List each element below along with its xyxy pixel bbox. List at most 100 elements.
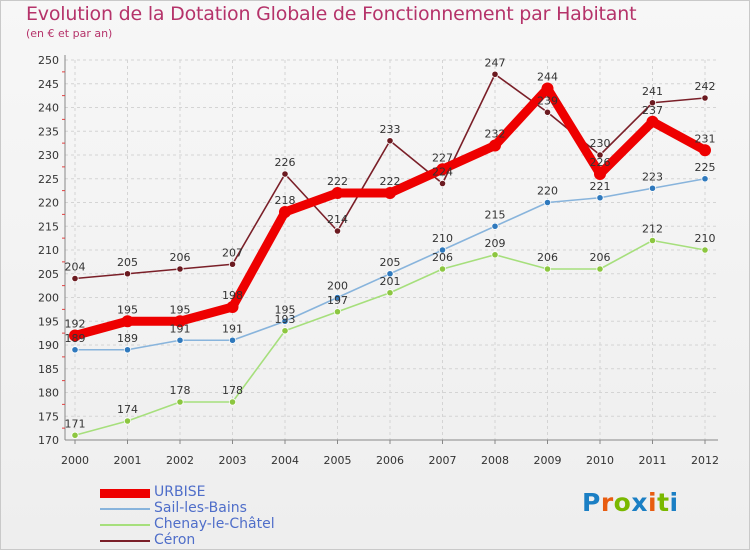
- x-tick-label: 2005: [324, 454, 352, 467]
- y-tick-label: 175: [38, 410, 59, 423]
- x-tick-label: 2006: [376, 454, 404, 467]
- point-chenay-le-chatel: [648, 236, 657, 245]
- legend-label: Céron: [154, 532, 196, 548]
- point-ceron: [543, 108, 552, 116]
- point-ceron: [491, 70, 499, 78]
- point-sail-les-bains: [176, 336, 184, 344]
- point-sail-les-bains: [596, 194, 604, 202]
- legend-swatch: [100, 524, 150, 526]
- data-label-chenay-le-chatel: 178: [170, 384, 191, 397]
- point-ceron: [701, 94, 709, 102]
- point-urbise: [489, 139, 501, 152]
- data-label-sail-les-bains: 191: [170, 322, 191, 335]
- x-tick-label: 2010: [586, 454, 614, 467]
- x-tick-label: 2008: [481, 454, 509, 467]
- data-label-chenay-le-chatel: 201: [380, 275, 401, 288]
- point-urbise: [384, 187, 396, 199]
- y-tick-label: 195: [38, 315, 59, 328]
- point-urbise: [646, 115, 659, 128]
- point-sail-les-bains: [491, 222, 499, 230]
- proxiti-logo: Proxiti: [582, 488, 679, 517]
- point-urbise: [594, 168, 606, 180]
- point-urbise: [226, 301, 239, 313]
- data-label-urbise: 222: [327, 175, 348, 188]
- point-sail-les-bains: [543, 198, 552, 207]
- point-sail-les-bains: [386, 270, 394, 278]
- data-label-ceron: 214: [327, 213, 348, 226]
- x-tick-label: 2002: [166, 454, 194, 467]
- x-tick-label: 2012: [691, 454, 719, 467]
- y-tick-label: 245: [38, 78, 59, 91]
- point-ceron: [386, 137, 394, 145]
- data-label-ceron: 242: [695, 80, 716, 93]
- data-label-chenay-le-chatel: 206: [590, 251, 611, 264]
- point-sail-les-bains: [438, 246, 447, 254]
- point-chenay-le-chatel: [543, 265, 552, 273]
- point-ceron: [648, 99, 657, 107]
- y-tick-label: 220: [38, 197, 59, 210]
- point-sail-les-bains: [701, 175, 709, 183]
- data-label-ceron: 230: [590, 137, 611, 150]
- point-chenay-le-chatel: [281, 327, 289, 335]
- data-label-chenay-le-chatel: 193: [275, 313, 296, 326]
- series-urbise: [69, 82, 711, 342]
- point-urbise: [331, 187, 344, 199]
- point-urbise: [121, 315, 134, 328]
- point-chenay-le-chatel: [701, 246, 709, 254]
- point-urbise: [174, 315, 186, 328]
- data-label-sail-les-bains: 210: [432, 232, 453, 245]
- point-ceron: [228, 260, 237, 268]
- data-label-urbise: 195: [170, 303, 191, 316]
- data-labels: 204 205 206 207 226 214 233 224 247 239 230 241 242 1…: [65, 56, 716, 430]
- data-label-ceron: 206: [170, 251, 191, 264]
- data-label-sail-les-bains: 200: [327, 280, 348, 293]
- data-label-chenay-le-chatel: 206: [432, 251, 453, 264]
- legend-label: URBISE: [154, 484, 206, 500]
- data-label-sail-les-bains: 191: [222, 322, 243, 335]
- data-label-chenay-le-chatel: 197: [327, 294, 348, 307]
- y-tick-label: 230: [38, 149, 59, 162]
- data-label-sail-les-bains: 220: [537, 185, 558, 198]
- point-urbise: [279, 206, 291, 218]
- legend-swatch: [100, 508, 150, 510]
- y-tick-label: 250: [38, 54, 59, 67]
- data-label-urbise: 198: [222, 289, 243, 302]
- point-chenay-le-chatel: [228, 398, 237, 406]
- data-label-ceron: 204: [65, 261, 86, 274]
- data-label-urbise: 237: [642, 104, 663, 117]
- axes: 1701751801851901952002052102152202252302…: [38, 54, 719, 467]
- point-sail-les-bains: [228, 336, 237, 344]
- legend-swatch: [100, 540, 150, 542]
- data-label-sail-les-bains: 215: [485, 208, 506, 221]
- point-chenay-le-chatel: [438, 265, 447, 273]
- point-ceron: [438, 179, 447, 188]
- legend-label: Sail-les-Bains: [154, 500, 247, 516]
- data-label-ceron: 233: [380, 123, 401, 136]
- point-chenay-le-chatel: [596, 265, 604, 273]
- series-chenay-le-chatel: [71, 236, 709, 439]
- data-label-ceron: 247: [485, 56, 506, 69]
- y-tick-label: 190: [38, 339, 59, 352]
- data-label-urbise: 231: [695, 132, 716, 145]
- data-label-chenay-le-chatel: 212: [642, 223, 663, 236]
- point-chenay-le-chatel: [491, 251, 499, 259]
- point-chenay-le-chatel: [333, 308, 342, 316]
- point-sail-les-bains: [333, 293, 342, 302]
- data-label-chenay-le-chatel: 174: [117, 403, 138, 416]
- series-ceron: [71, 70, 709, 283]
- legend-label: Chenay-le-Châtel: [154, 516, 275, 532]
- point-urbise: [699, 144, 711, 157]
- grid-lines: [65, 59, 718, 441]
- x-tick-label: 2003: [219, 454, 247, 467]
- point-chenay-le-chatel: [176, 398, 184, 406]
- chart-title: Evolution de la Dotation Globale de Fonc…: [26, 3, 637, 25]
- data-label-urbise: 195: [117, 303, 138, 316]
- data-label-chenay-le-chatel: 209: [485, 237, 506, 250]
- data-label-urbise: 218: [275, 194, 296, 207]
- y-tick-label: 215: [38, 220, 59, 233]
- point-ceron: [71, 274, 79, 283]
- y-tick-label: 200: [38, 292, 59, 305]
- data-label-sail-les-bains: 223: [642, 170, 663, 183]
- point-sail-les-bains: [648, 184, 657, 192]
